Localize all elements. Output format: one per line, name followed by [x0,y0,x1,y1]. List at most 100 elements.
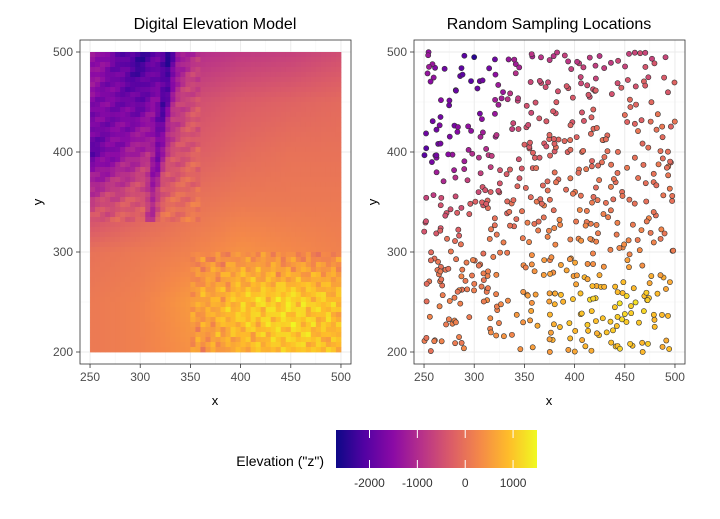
dem-cell [170,57,176,63]
dem-cell [205,227,211,233]
dem-cell [275,57,282,63]
sample-point [498,301,504,308]
dem-cell [215,112,221,118]
dem-cell [115,217,121,223]
dem-cell [175,207,181,213]
dem-cell [300,282,307,288]
dem-cell [125,287,131,293]
sample-point [475,189,482,195]
dem-cell [180,262,186,268]
dem-cell [240,117,247,123]
dem-cell [175,247,181,253]
dem-cell [335,232,342,238]
sample-point [584,276,591,283]
dem-cell [115,347,121,353]
dem-x-tick-label: 300 [130,370,150,384]
dem-cell [145,307,151,313]
sampling-y-tick-label: 200 [387,345,407,359]
dem-cell [255,67,262,73]
dem-cell [220,162,226,168]
dem-cell [210,132,216,138]
dem-cell [335,57,342,63]
dem-cell [245,52,252,58]
dem-cell [240,307,247,313]
dem-cell [185,247,191,253]
sample-point [462,277,469,284]
dem-cell [195,297,201,303]
sampling-x-tick-label: 350 [514,370,534,384]
sample-point [634,237,641,243]
sample-point [477,133,484,140]
sample-point [595,230,601,237]
dem-cell [140,177,146,183]
sample-point [630,221,636,228]
dem-cell [320,137,327,143]
dem-cell [205,302,211,308]
dem-cell [170,317,176,323]
dem-cell [140,192,146,198]
dem-cell [240,97,247,103]
sampling-x-label: x [546,393,553,408]
dem-cell [185,142,191,148]
dem-cell [270,262,277,268]
dem-cell [100,107,106,113]
sample-point [515,126,522,132]
dem-cell [225,157,231,163]
dem-cell [140,62,146,68]
dem-cell [160,282,166,288]
sample-point [588,114,595,121]
dem-cell [255,172,262,178]
dem-cell [260,232,267,238]
dem-cell [245,322,252,328]
dem-cell [180,87,186,93]
dem-cell [270,242,277,248]
dem-cell [90,247,96,253]
sample-point [500,89,506,96]
dem-cell [110,157,116,163]
dem-cell [240,302,247,308]
dem-cell [190,347,196,353]
dem-cell [325,337,332,343]
dem-cell [280,107,287,113]
dem-cell [325,197,332,203]
dem-cell [320,287,327,293]
dem-cell [205,287,211,293]
sample-point [551,169,558,176]
dem-cell [260,252,267,258]
dem-cell [105,192,111,198]
dem-cell [100,57,106,63]
dem-cell [300,212,307,218]
dem-cell [200,247,206,253]
dem-cell [300,92,307,98]
dem-cell [280,247,287,253]
sample-point [579,337,586,343]
dem-cell [310,267,317,273]
dem-cell [195,197,201,203]
sample-point [659,312,665,318]
sample-point [553,99,560,106]
dem-cell [200,252,206,258]
dem-cell [335,222,342,228]
dem-cell [325,302,332,308]
sample-point [627,96,633,103]
dem-cell [175,197,181,203]
dem-cell [215,297,221,303]
dem-cell [305,97,312,103]
dem-cell [300,102,307,108]
sample-point [495,82,502,88]
dem-cell [95,202,101,208]
dem-cell [225,182,231,188]
dem-cell [255,152,262,158]
dem-cell [95,267,101,273]
dem-cell [310,257,317,263]
sample-point [424,70,431,77]
dem-cell [140,97,146,103]
dem-cell [200,147,206,153]
dem-cell [180,117,186,123]
dem-cell [115,207,121,213]
dem-cell [200,302,206,308]
dem-cell [305,107,312,113]
dem-cell [205,87,211,93]
sample-point [585,327,591,334]
